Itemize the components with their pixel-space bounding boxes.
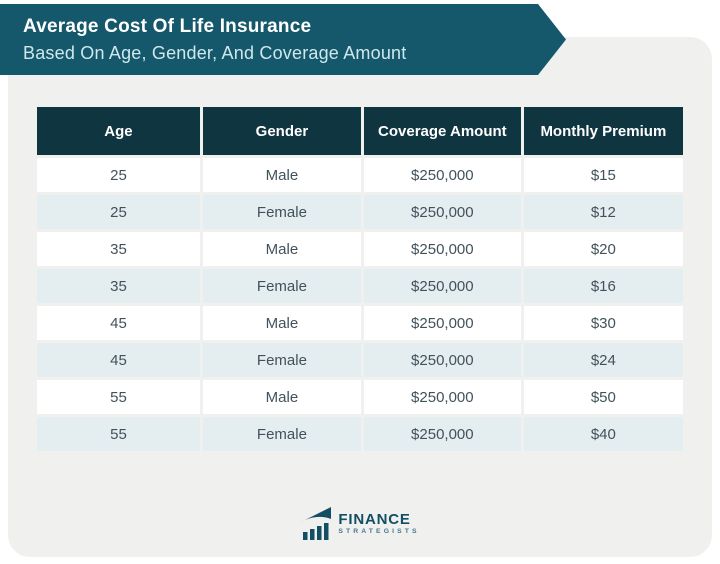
- cell-age: 45: [37, 306, 200, 340]
- bar-chart-pennant-icon: [301, 507, 332, 540]
- table-row: 55 Female $250,000 $40: [37, 417, 683, 451]
- cell-age: 55: [37, 417, 200, 451]
- column-header-coverage-amount: Coverage Amount: [363, 107, 521, 155]
- logo-wordmark: FINANCE STRATEGISTS: [338, 512, 419, 536]
- column-header-monthly-premium: Monthly Premium: [523, 107, 683, 155]
- cell-gender: Female: [202, 269, 361, 303]
- cell-coverage: $250,000: [363, 232, 521, 266]
- cell-premium: $40: [523, 417, 683, 451]
- cell-premium: $24: [523, 343, 683, 377]
- cell-coverage: $250,000: [363, 380, 521, 414]
- premium-table: Age Gender Coverage Amount Monthly Premi…: [34, 104, 686, 454]
- cell-gender: Male: [202, 306, 361, 340]
- table-row: 25 Female $250,000 $12: [37, 195, 683, 229]
- cell-coverage: $250,000: [363, 195, 521, 229]
- cell-age: 45: [37, 343, 200, 377]
- cell-age: 55: [37, 380, 200, 414]
- logo-text-finance: FINANCE: [338, 511, 411, 529]
- cell-gender: Male: [202, 380, 361, 414]
- cell-coverage: $250,000: [363, 417, 521, 451]
- finance-strategists-logo: FINANCE STRATEGISTS: [0, 506, 720, 542]
- cell-gender: Male: [202, 158, 361, 192]
- table-row: 25 Male $250,000 $15: [37, 158, 683, 192]
- cell-age: 25: [37, 158, 200, 192]
- table-row: 35 Female $250,000 $16: [37, 269, 683, 303]
- cell-premium: $12: [523, 195, 683, 229]
- column-header-age: Age: [37, 107, 200, 155]
- table-row: 35 Male $250,000 $20: [37, 232, 683, 266]
- page-subtitle: Based On Age, Gender, And Coverage Amoun…: [23, 43, 407, 63]
- column-header-gender: Gender: [202, 107, 361, 155]
- table-row: 45 Male $250,000 $30: [37, 306, 683, 340]
- cell-age: 25: [37, 195, 200, 229]
- cell-coverage: $250,000: [363, 343, 521, 377]
- cell-coverage: $250,000: [363, 158, 521, 192]
- cell-premium: $20: [523, 232, 683, 266]
- cell-premium: $50: [523, 380, 683, 414]
- cell-age: 35: [37, 232, 200, 266]
- page-title: Average Cost Of Life Insurance: [23, 16, 312, 37]
- title-banner: Average Cost Of Life Insurance Based On …: [0, 4, 566, 75]
- table-row: 45 Female $250,000 $24: [37, 343, 683, 377]
- table-header-row: Age Gender Coverage Amount Monthly Premi…: [37, 107, 683, 155]
- cell-coverage: $250,000: [363, 306, 521, 340]
- logo-text-strategists: STRATEGISTS: [338, 528, 420, 536]
- cell-gender: Female: [202, 195, 361, 229]
- cell-premium: $15: [523, 158, 683, 192]
- table-row: 55 Male $250,000 $50: [37, 380, 683, 414]
- cell-gender: Female: [202, 343, 361, 377]
- cell-gender: Male: [202, 232, 361, 266]
- cell-premium: $16: [523, 269, 683, 303]
- cell-coverage: $250,000: [363, 269, 521, 303]
- cell-gender: Female: [202, 417, 361, 451]
- cell-premium: $30: [523, 306, 683, 340]
- cell-age: 35: [37, 269, 200, 303]
